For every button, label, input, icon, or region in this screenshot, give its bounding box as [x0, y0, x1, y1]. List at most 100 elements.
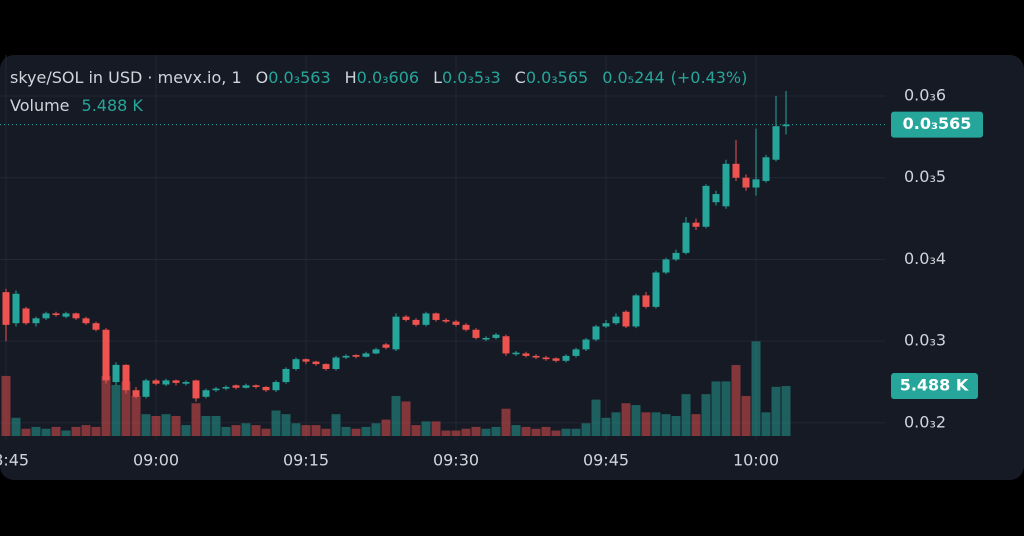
candle-body: [622, 311, 630, 327]
candle-body: [342, 355, 350, 358]
volume-bar: [401, 401, 411, 436]
volume-bar: [191, 403, 201, 436]
x-tick-label: 08:45: [0, 451, 29, 470]
x-tick-label: 09:00: [133, 451, 179, 470]
candle-body: [352, 355, 360, 357]
volume-bar: [411, 425, 421, 436]
volume-bar: [721, 381, 731, 436]
legend-header: skye/SOL in USD · mevx.io, 1 O0.0₃563 H0.0…: [10, 64, 747, 120]
volume-bar: [581, 423, 591, 436]
y-tick-label: 0.0₃5: [904, 167, 946, 186]
volume-bar: [761, 412, 771, 436]
candle-body: [532, 355, 540, 358]
volume-bar: [321, 428, 331, 436]
volume-bar: [561, 428, 571, 436]
legend-value: 0.0₃5₃3: [442, 68, 501, 87]
volume-bar: [231, 425, 241, 436]
candle-body: [432, 313, 440, 320]
volume-tag: [891, 373, 978, 400]
volume-bar: [11, 417, 21, 436]
candle-body: [222, 386, 230, 389]
volume-bar: [141, 414, 151, 436]
candle-body: [402, 316, 410, 320]
candle-body: [602, 323, 610, 327]
candle-body: [182, 382, 190, 384]
candle-body: [552, 358, 560, 361]
volume-bar: [241, 423, 251, 436]
candle-body: [192, 380, 200, 399]
candle-body: [632, 295, 640, 327]
y-tick-label: 0.0₃6: [904, 85, 946, 104]
volume-bar: [361, 426, 371, 436]
volume-bar: [261, 428, 271, 436]
volume-bar: [501, 408, 511, 436]
candle-body: [672, 252, 680, 260]
volume-bar: [1, 375, 11, 436]
candle-body: [562, 355, 570, 361]
volume-bar: [111, 385, 121, 436]
candle-body: [382, 344, 390, 348]
volume-bar: [551, 430, 561, 436]
candle-body: [442, 319, 450, 322]
candle-body: [362, 353, 370, 357]
candle-body: [492, 334, 500, 338]
candle-body: [462, 324, 470, 330]
volume-bar: [121, 381, 131, 436]
x-tick-label: 09:15: [283, 451, 329, 470]
candle-body: [312, 361, 320, 365]
volume-bar: [431, 421, 441, 436]
y-tick-label: 0.0₃3: [904, 331, 946, 350]
candle-body: [2, 292, 10, 325]
volume-label: Volume: [10, 96, 70, 115]
candle-body: [742, 177, 750, 188]
candle-body: [372, 349, 380, 354]
volume-bar: [541, 426, 551, 436]
ohlc-line: skye/SOL in USD · mevx.io, 1 O0.0₃563 H0.0…: [10, 64, 747, 92]
legend-value: 0.0₃565: [525, 68, 589, 87]
y-tick-label: 0.0₃2: [904, 412, 946, 431]
volume-bar: [491, 426, 501, 436]
candle-body: [422, 313, 430, 325]
candle-body: [662, 259, 670, 273]
volume-bar: [611, 412, 621, 436]
volume-bar: [291, 423, 301, 436]
volume-bar: [641, 412, 651, 436]
legend-key: C: [514, 68, 526, 87]
volume-bar: [341, 426, 351, 436]
candle-body: [722, 163, 730, 207]
volume-bar: [331, 414, 341, 436]
candle-body: [762, 157, 770, 181]
volume-bar: [251, 425, 261, 436]
candle-body: [452, 321, 460, 325]
volume-bar: [301, 425, 311, 436]
volume-bar: [751, 341, 761, 436]
candle-body: [712, 194, 720, 203]
candle-body: [292, 359, 300, 369]
legend-key: O: [255, 68, 269, 87]
volume-bar: [731, 365, 741, 436]
volume-bar: [471, 426, 481, 436]
volume-bar: [71, 426, 81, 436]
volume-bar: [511, 425, 521, 436]
volume-bar: [481, 428, 491, 436]
volume-bar: [371, 423, 381, 436]
volume-line: Volume 5.488 K: [10, 92, 747, 120]
candle-body: [522, 353, 530, 356]
volume-bar: [31, 426, 41, 436]
volume-bar: [601, 417, 611, 436]
volume-bar: [221, 426, 231, 436]
candle-body: [502, 336, 510, 354]
candle-body: [152, 380, 160, 384]
volume-bar: [441, 430, 451, 436]
volume-bar: [211, 415, 221, 436]
candle-body: [22, 308, 30, 324]
candle-body: [162, 380, 170, 385]
volume-bar: [631, 405, 641, 436]
candle-body: [132, 390, 140, 397]
y-tick-label: 0.0₃4: [904, 249, 946, 268]
price-tag: [891, 111, 983, 138]
volume-bar: [461, 428, 471, 436]
candle-body: [142, 380, 150, 397]
candle-body: [262, 386, 270, 391]
candle-body: [752, 179, 760, 188]
